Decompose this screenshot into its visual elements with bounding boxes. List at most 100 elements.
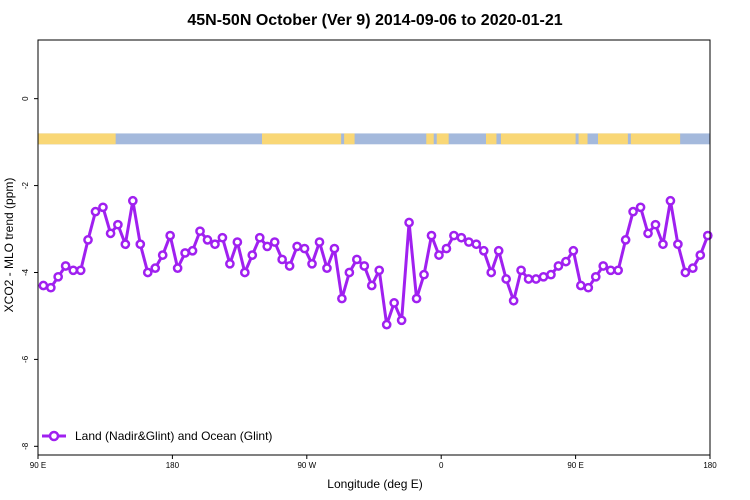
data-point [665, 195, 676, 206]
data-point [366, 280, 377, 291]
data-point [493, 245, 504, 256]
data-point [269, 237, 280, 247]
data-point [45, 282, 56, 293]
data-point [613, 265, 624, 276]
data-point [643, 228, 653, 239]
data-point [299, 243, 310, 254]
data-point [180, 248, 190, 258]
y-tick-label: 0 [21, 96, 30, 101]
data-point [68, 265, 79, 276]
data-point [501, 274, 512, 284]
x-axis: 90 E 180 90 W 0 90 E 180 [30, 455, 717, 470]
data-point [359, 261, 370, 271]
land-segment [500, 133, 576, 145]
data-point [142, 267, 153, 278]
data-point [396, 315, 407, 326]
data-point [471, 239, 482, 250]
x-tick-label: 180 [703, 461, 717, 470]
data-point [650, 219, 661, 230]
land-segment [436, 133, 449, 145]
data-point [135, 239, 146, 250]
legend-label: Land (Nadir&Glint) and Ocean (Glint) [75, 429, 272, 443]
data-point [419, 269, 429, 280]
data-point [75, 265, 86, 276]
data-point [53, 271, 64, 282]
land-ocean-strip [38, 133, 710, 145]
x-tick-label: 0 [439, 461, 444, 470]
land-segment [578, 133, 588, 145]
land-segment [426, 133, 434, 145]
land-segment [38, 133, 116, 145]
data-point [344, 267, 355, 278]
data-point [277, 254, 288, 265]
data-point [658, 239, 668, 250]
data-point [478, 245, 489, 256]
ocean-band [38, 133, 710, 145]
data-point [404, 217, 414, 228]
data-point [314, 237, 325, 247]
data-point [426, 230, 437, 241]
data-point [60, 261, 71, 271]
data-point [127, 195, 138, 206]
data-point [411, 293, 422, 304]
data-point [486, 267, 497, 278]
data-point [687, 263, 698, 273]
data-point [262, 241, 273, 252]
data-point [322, 263, 332, 273]
data-point [337, 293, 347, 304]
data-point [83, 235, 93, 245]
x-tick-label: 180 [166, 461, 180, 470]
data-point [605, 265, 616, 276]
data-point [202, 235, 213, 245]
series-line [42, 199, 710, 327]
data-point [120, 239, 131, 250]
data-point [523, 274, 534, 284]
data-point [583, 282, 594, 293]
data-point [217, 232, 228, 243]
x-tick-label: 90 E [567, 461, 583, 470]
data-point [546, 269, 556, 280]
data-point [553, 261, 564, 271]
data-point [508, 295, 519, 306]
y-axis: 0 -2 -4 -6 -8 [21, 96, 38, 450]
data-point [635, 202, 646, 213]
y-tick-label: -8 [21, 442, 30, 450]
legend-marker [48, 430, 60, 442]
data-point [150, 263, 161, 273]
x-tick-label: 90 E [30, 461, 46, 470]
data-point [254, 232, 265, 243]
data-point [210, 239, 220, 250]
legend: Land (Nadir&Glint) and Ocean (Glint) [42, 429, 272, 443]
data-point [561, 256, 571, 267]
data-point [98, 202, 108, 213]
data-point [568, 245, 579, 256]
data-point [232, 237, 243, 247]
data-point [449, 230, 459, 241]
data-point [225, 258, 235, 269]
land-segment [630, 133, 681, 145]
data-point [456, 232, 467, 243]
data-point [628, 206, 638, 217]
y-tick-label: -6 [21, 355, 30, 363]
data-point [105, 228, 116, 239]
data-point [516, 265, 526, 276]
data-point [247, 250, 258, 260]
land-segment [598, 133, 628, 145]
series-layer [38, 195, 713, 330]
data-point [239, 267, 250, 278]
data-point [187, 245, 198, 256]
x-axis-label: Longitude (deg E) [327, 477, 422, 491]
data-point [590, 271, 601, 282]
data-point [351, 254, 362, 265]
data-point [434, 250, 444, 260]
data-point [165, 230, 176, 241]
plot-frame [37, 39, 711, 456]
data-point [292, 241, 302, 252]
data-point [695, 250, 706, 260]
data-point [531, 274, 541, 284]
data-point [673, 239, 683, 250]
land-segment [262, 133, 342, 145]
data-point [374, 265, 385, 276]
data-point [620, 235, 631, 245]
